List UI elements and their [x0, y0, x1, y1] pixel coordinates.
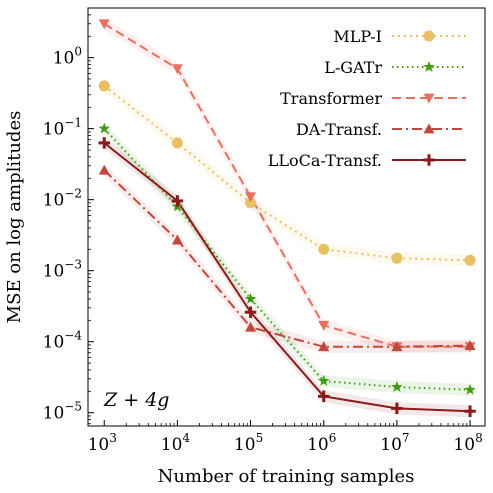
y-axis-label: MSE on log amplitudes — [4, 111, 25, 324]
legend-label: Transformer — [280, 89, 382, 108]
point-1-4 — [391, 380, 403, 392]
x-tick-label: 105 — [234, 431, 263, 455]
legend-label: MLP-I — [333, 27, 382, 46]
legend-entry: DA-Transf. — [296, 120, 466, 139]
point-1-0 — [98, 122, 110, 134]
legend-label: DA-Transf. — [296, 120, 382, 139]
point-0-0 — [98, 80, 110, 92]
annotation: Z + 4g — [103, 389, 169, 411]
point-4-3 — [317, 390, 330, 403]
legend-marker — [423, 60, 435, 72]
y-tick-label: 10−1 — [43, 116, 82, 140]
point-3-5 — [464, 340, 476, 351]
point-2-0 — [98, 19, 110, 30]
legend-label: L-GATr — [324, 58, 382, 77]
legend-entry: LLoCa-Transf. — [268, 151, 466, 170]
point-3-0 — [98, 164, 110, 175]
x-axis-label: Number of training samples — [158, 466, 415, 487]
x-tick-label: 104 — [161, 431, 191, 455]
series-markers — [98, 19, 476, 417]
x-tick-label: 103 — [88, 431, 117, 455]
band-0 — [104, 79, 471, 267]
point-2-1 — [171, 64, 183, 75]
series-line-2 — [103, 22, 471, 348]
point-4-5 — [464, 405, 476, 417]
x-tick-label: 107 — [380, 431, 409, 455]
point-4-4 — [391, 402, 403, 415]
legend-entry: Transformer — [280, 89, 466, 108]
band-4 — [104, 136, 471, 418]
x-tick-label: 106 — [307, 431, 336, 455]
point-1-3 — [317, 374, 330, 386]
y-tick-label: 10−2 — [43, 187, 82, 211]
y-tick-label: 100 — [53, 45, 82, 69]
legend-marker — [423, 30, 435, 42]
legend: MLP-I L-GATr Transformer DA-Transf. LLoCa-Tr… — [268, 27, 466, 170]
series-line-1 — [103, 128, 471, 391]
legend-marker — [423, 154, 435, 166]
y-axis-ticks: 100 10−1 10−2 10−3 10−4 10−5 — [43, 7, 94, 425]
point-4-2 — [244, 306, 257, 319]
point-2-3 — [318, 320, 330, 331]
x-tick-label: 108 — [453, 431, 482, 455]
point-0-1 — [171, 137, 183, 149]
legend-entry: L-GATr — [324, 58, 466, 77]
legend-marker — [423, 123, 435, 134]
point-0-4 — [391, 252, 403, 264]
point-4-1 — [171, 195, 184, 207]
series-line-4 — [103, 142, 471, 413]
legend-entry: MLP-I — [333, 27, 466, 46]
series-lines — [103, 22, 471, 413]
y-tick-label: 10−5 — [43, 400, 82, 424]
point-3-4 — [391, 341, 403, 352]
point-3-3 — [318, 341, 330, 352]
series-line-0 — [103, 85, 471, 262]
point-1-2 — [244, 292, 257, 304]
plot-frame — [87, 7, 486, 427]
y-tick-label: 10−3 — [43, 258, 82, 282]
y-tick-label: 10−4 — [43, 329, 83, 353]
point-0-5 — [464, 254, 476, 266]
point-1-5 — [464, 383, 476, 395]
point-0-2 — [245, 197, 257, 209]
point-3-1 — [171, 234, 183, 245]
point-2-2 — [245, 192, 257, 203]
legend-label: LLoCa-Transf. — [268, 151, 382, 170]
uncertainty-bands — [104, 17, 471, 418]
point-0-3 — [318, 243, 330, 255]
legend-marker — [423, 93, 435, 104]
point-4-0 — [98, 137, 111, 149]
band-2 — [104, 17, 471, 353]
series-line-3 — [103, 169, 471, 348]
point-3-2 — [245, 321, 257, 332]
x-axis-ticks: 103 104 105 106 107 108 — [88, 420, 483, 455]
